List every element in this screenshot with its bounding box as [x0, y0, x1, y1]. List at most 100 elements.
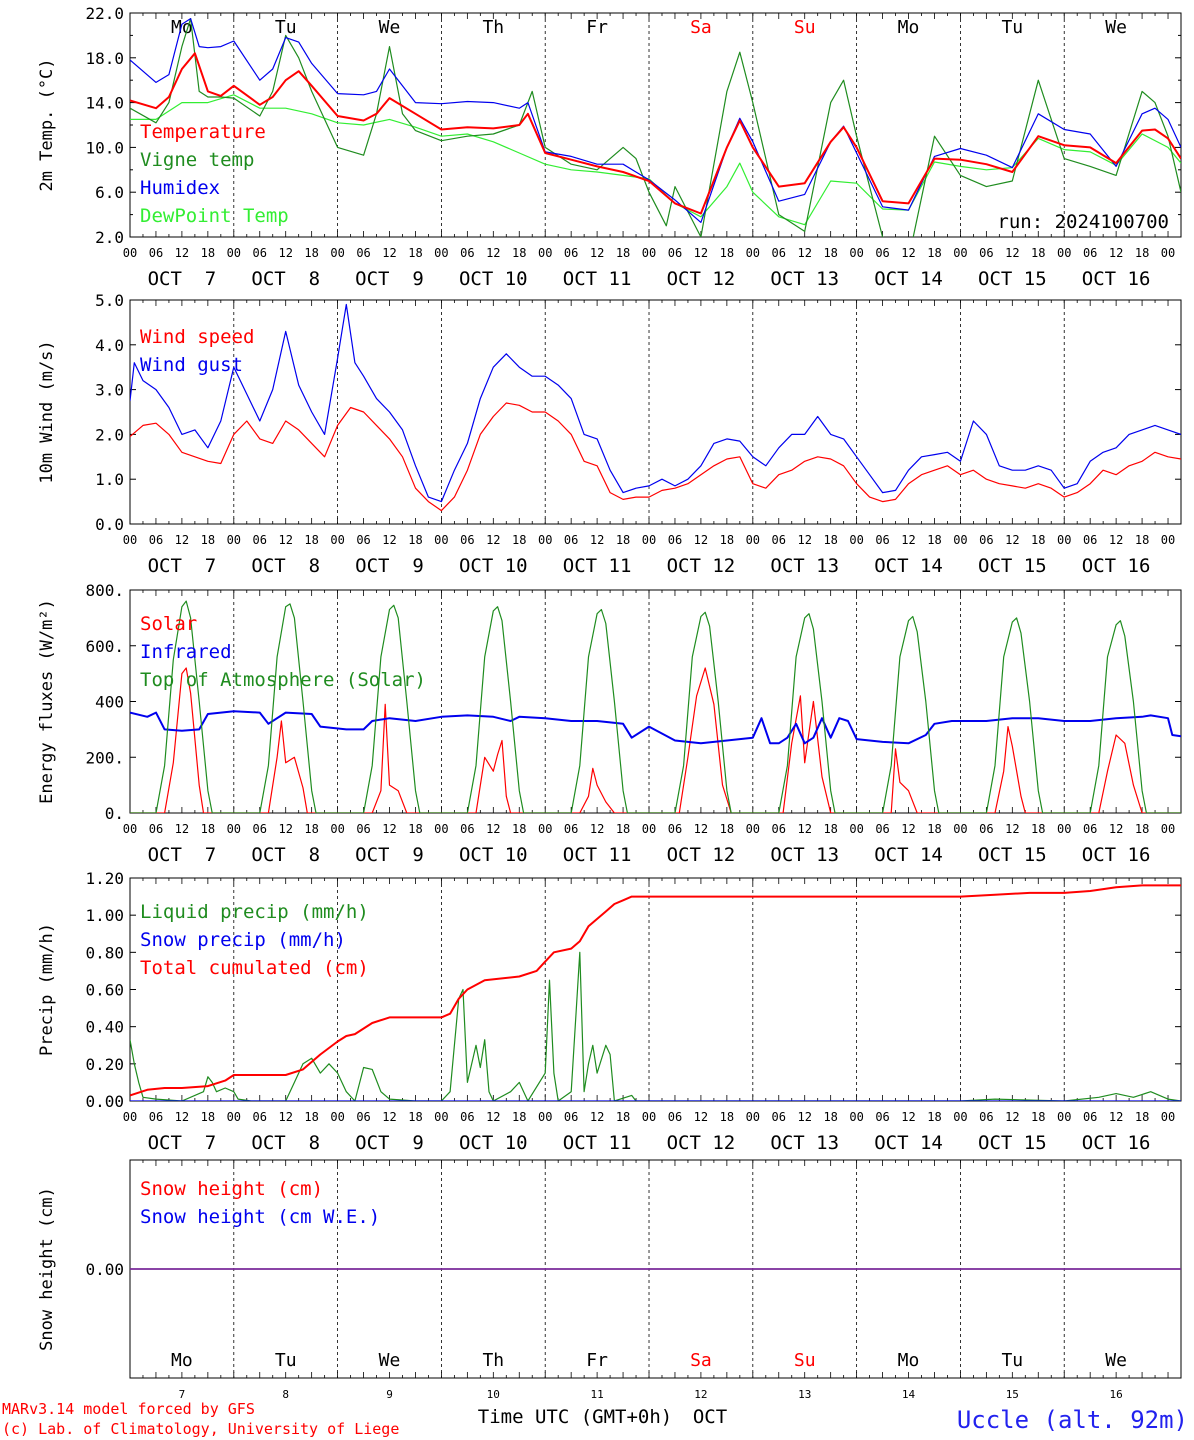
y-axis-label: Snow height (cm) [37, 1187, 57, 1351]
hour-tick-label: 18 [408, 822, 422, 836]
hour-tick-label: 12 [1109, 822, 1123, 836]
legend-entry: Vigne temp [140, 149, 254, 171]
y-tick-label: 1.0 [95, 470, 124, 489]
hour-tick-label: 06 [564, 533, 578, 547]
hour-tick-label: 06 [668, 533, 682, 547]
hour-tick-label: 06 [875, 533, 889, 547]
panel-2: 5.0 4.0 3.0 2.0 1.0 0.0 10m Wind (m/s) 00 06 12 18… [37, 291, 1182, 577]
hour-tick-label: 06 [460, 533, 474, 547]
hour-tick-label: 00 [330, 822, 344, 836]
y-tick-label: 1.00 [85, 906, 124, 925]
day-of-week-label: We [1105, 17, 1127, 38]
hour-tick-label: 12 [1005, 1110, 1019, 1124]
hour-tick-label: 00 [849, 533, 863, 547]
y-tick-label: 0.00 [85, 1092, 124, 1111]
hour-tick-label: 18 [512, 822, 526, 836]
hour-tick-label: 18 [512, 1110, 526, 1124]
hour-tick-label: 18 [616, 246, 630, 260]
y-axis-label: Energy fluxes (W/m²) [37, 599, 57, 804]
date-number-label: 13 [798, 1388, 811, 1401]
date-label: OCT 7 [148, 844, 217, 866]
hour-tick-label: 06 [979, 1110, 993, 1124]
date-label: OCT 10 [459, 555, 528, 577]
hour-tick-label: 06 [1083, 822, 1097, 836]
date-label: OCT 13 [770, 1132, 839, 1154]
date-label: OCT 15 [978, 268, 1047, 290]
date-label: OCT 12 [667, 844, 736, 866]
hour-tick-label: 00 [953, 533, 967, 547]
hour-tick-label: 06 [253, 1110, 267, 1124]
hour-tick-label: 12 [175, 1110, 189, 1124]
hour-tick-label: 12 [694, 246, 708, 260]
hour-tick-label: 18 [927, 822, 941, 836]
hour-tick-label: 00 [1161, 1110, 1175, 1124]
hour-tick-label: 00 [434, 822, 448, 836]
series-line-liquid-precip-mm-h- [130, 951, 1181, 1101]
hour-tick-label: 06 [564, 822, 578, 836]
legend-entry: Snow height (cm W.E.) [140, 1206, 380, 1228]
date-label: OCT 14 [874, 1132, 943, 1154]
hour-tick-label: 00 [849, 822, 863, 836]
hour-tick-label: 06 [875, 1110, 889, 1124]
date-label: OCT 11 [563, 1132, 632, 1154]
hour-tick-label: 18 [408, 1110, 422, 1124]
date-label: OCT 12 [667, 1132, 736, 1154]
hour-tick-label: 18 [304, 533, 318, 547]
hour-tick-label: 00 [642, 533, 656, 547]
hour-tick-label: 06 [772, 1110, 786, 1124]
hour-tick-label: 06 [460, 822, 474, 836]
hour-tick-label: 12 [486, 822, 500, 836]
day-of-week-label: We [1105, 1350, 1127, 1371]
panel-5: 0.00 Snow height (cm) Mo Tu We Th Fr Sa Su Mo Tu We… [37, 1159, 1182, 1401]
hour-tick-label: 06 [1083, 1110, 1097, 1124]
hour-tick-label: 00 [538, 1110, 552, 1124]
series-line-total-cumulated-cm- [130, 884, 1181, 1097]
hour-tick-label: 12 [694, 533, 708, 547]
station-label: Uccle (alt. 92m) [957, 1406, 1188, 1434]
hour-tick-label: 00 [1057, 822, 1071, 836]
hour-tick-label: 18 [201, 1110, 215, 1124]
series-line-humidex [130, 18, 1181, 223]
date-label: OCT 13 [770, 555, 839, 577]
hour-tick-label: 18 [1031, 533, 1045, 547]
hour-tick-label: 12 [382, 1110, 396, 1124]
y-axis-label: 2m Temp. (°C) [37, 58, 57, 191]
hour-tick-label: 00 [227, 533, 241, 547]
y-tick-label: 14.0 [85, 94, 124, 113]
hour-tick-label: 12 [901, 533, 915, 547]
hour-tick-label: 18 [1031, 822, 1045, 836]
hour-tick-label: 00 [1057, 533, 1071, 547]
hour-tick-label: 12 [1005, 533, 1019, 547]
legend-entry: Wind speed [140, 326, 254, 348]
hour-tick-label: 12 [694, 1110, 708, 1124]
date-number-label: 8 [282, 1388, 289, 1401]
series-line-wind-gust [130, 303, 1181, 503]
y-tick-label: 0.0 [95, 515, 124, 534]
y-tick-label: 200. [85, 748, 124, 767]
x-axis-title: Time UTC (GMT+0h) [478, 1406, 672, 1428]
series-line-top-of-atmosphere-solar- [130, 600, 1181, 813]
day-of-week-label: Sa [690, 1350, 712, 1371]
legend-entry: Infrared [140, 641, 232, 663]
y-tick-label: 0.00 [85, 1260, 124, 1279]
day-of-week-label: Mo [898, 1350, 920, 1371]
date-number-label: 11 [590, 1388, 603, 1401]
y-tick-label: 800. [85, 581, 124, 600]
series-group [130, 884, 1181, 1101]
hour-tick-label: 06 [875, 246, 889, 260]
hour-tick-label: 06 [356, 822, 370, 836]
hour-tick-label: 06 [460, 246, 474, 260]
hour-tick-label: 00 [227, 1110, 241, 1124]
hour-tick-label: 12 [590, 1110, 604, 1124]
legend-entry: Total cumulated (cm) [140, 957, 369, 979]
y-tick-label: 400 [95, 693, 124, 712]
hour-tick-label: 00 [123, 533, 137, 547]
date-label: OCT 10 [459, 844, 528, 866]
hour-tick-label: 18 [512, 533, 526, 547]
date-label: OCT 16 [1082, 844, 1151, 866]
hour-tick-label: 00 [642, 1110, 656, 1124]
date-label: OCT 9 [355, 268, 424, 290]
hour-tick-label: 12 [797, 533, 811, 547]
hour-tick-label: 06 [253, 246, 267, 260]
hour-tick-label: 06 [772, 533, 786, 547]
